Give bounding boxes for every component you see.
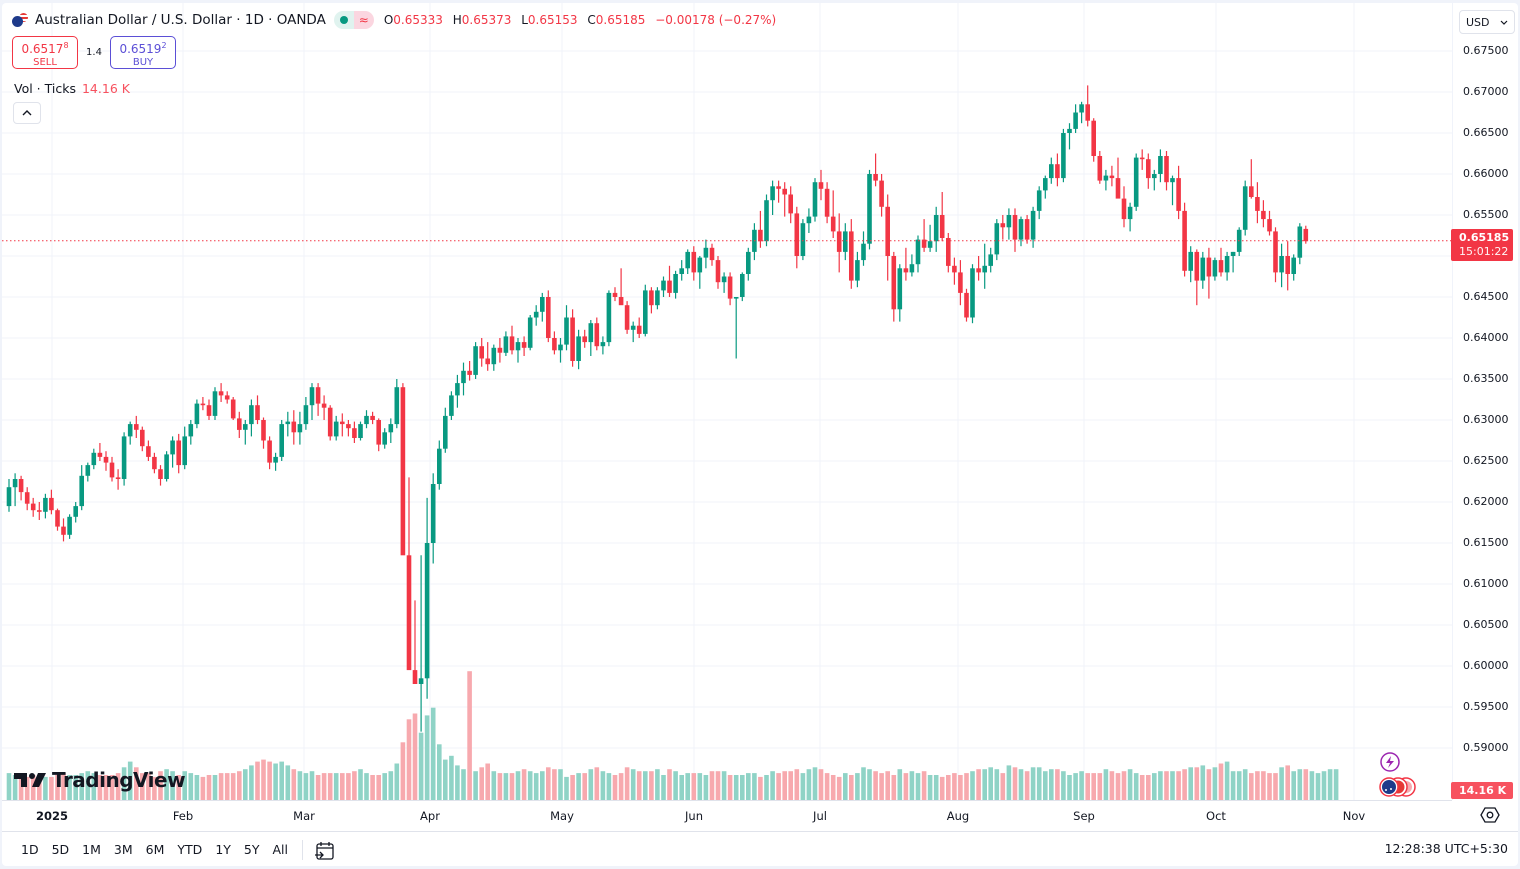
range-button-3m[interactable]: 3M bbox=[113, 842, 133, 857]
go-to-date-calendar-icon[interactable] bbox=[313, 840, 337, 862]
range-button-ytd[interactable]: YTD bbox=[177, 842, 203, 857]
price-tick: 0.60000 bbox=[1463, 659, 1509, 672]
chevron-up-icon bbox=[22, 110, 32, 116]
price-tick: 0.59500 bbox=[1463, 700, 1509, 713]
market-open-dot-icon bbox=[339, 16, 348, 24]
close-value: 0.65185 bbox=[595, 13, 646, 27]
time-label: Aug bbox=[946, 809, 970, 823]
time-label: Apr bbox=[420, 809, 440, 823]
trade-buttons: 0.65178 SELL 1.4 0.65192 BUY bbox=[12, 36, 176, 69]
low-value: 0.65153 bbox=[527, 13, 578, 27]
currency-selector[interactable]: USD bbox=[1459, 10, 1515, 34]
price-tick: 0.61000 bbox=[1463, 577, 1509, 590]
bottom-toolbar: 1D 5D 1M 3M 6M YTD 1Y 5Y All 12:28:38 UTC+5:30 bbox=[2, 831, 1518, 866]
time-axis[interactable]: 2025 Feb Mar Apr May Jun Jul Aug Sep Oct Nov bbox=[2, 800, 1452, 830]
buy-button[interactable]: 0.65192 BUY bbox=[110, 36, 176, 69]
time-label: Jun bbox=[685, 809, 703, 823]
price-tick: 0.63500 bbox=[1463, 372, 1509, 385]
volume-legend-label[interactable]: Vol · Ticks bbox=[14, 81, 76, 96]
ohlc-values: O0.65333 H0.65373 L0.65153 C0.65185 −0.0… bbox=[383, 13, 777, 27]
bar-countdown: 15:01:22 bbox=[1459, 245, 1509, 258]
range-button-5y[interactable]: 5Y bbox=[243, 842, 260, 857]
price-tick: 0.62000 bbox=[1463, 495, 1509, 508]
volume-legend-value: 14.16 K bbox=[81, 81, 130, 96]
price-tick: 0.64000 bbox=[1463, 331, 1509, 344]
event-markers bbox=[1378, 752, 1422, 806]
time-label: 2025 bbox=[35, 809, 69, 823]
range-button-1d[interactable]: 1D bbox=[21, 842, 39, 857]
market-status-pill[interactable]: ≈ bbox=[333, 11, 374, 29]
range-button-5d[interactable]: 5D bbox=[51, 842, 70, 857]
change-value: −0.00178 (−0.27%) bbox=[655, 13, 777, 27]
last-price-label: 0.65185 15:01:22 bbox=[1451, 229, 1513, 261]
volume-value-label: 14.16 K bbox=[1451, 782, 1513, 799]
sell-button[interactable]: 0.65178 SELL bbox=[12, 36, 78, 69]
time-label: Feb bbox=[172, 809, 194, 823]
au-flag-event-icon[interactable] bbox=[1379, 777, 1399, 797]
chevron-down-icon bbox=[1500, 20, 1508, 25]
chart-window: Australian Dollar / U.S. Dollar · 1D · O… bbox=[2, 3, 1518, 866]
chart-pane[interactable]: Australian Dollar / U.S. Dollar · 1D · O… bbox=[2, 3, 1452, 800]
range-button-1y[interactable]: 1Y bbox=[215, 842, 231, 857]
volume-legend: Vol · Ticks 14.16 K bbox=[14, 81, 130, 96]
symbol-legend: Australian Dollar / U.S. Dollar · 1D · O… bbox=[12, 11, 782, 29]
range-button-all[interactable]: All bbox=[272, 842, 289, 857]
price-tick: 0.64500 bbox=[1463, 290, 1509, 303]
time-label: Mar bbox=[293, 809, 315, 823]
price-axis[interactable]: USD 0.67500 0.67000 0.66500 0.66000 0.65500 0… bbox=[1451, 3, 1518, 823]
divider bbox=[302, 840, 303, 860]
spread-value: 1.4 bbox=[86, 47, 102, 58]
time-label: Oct bbox=[1206, 809, 1226, 823]
delayed-data-icon: ≈ bbox=[353, 11, 374, 29]
clock-timezone[interactable]: 12:28:38 UTC+5:30 bbox=[1384, 841, 1508, 856]
time-label: Jul bbox=[813, 809, 827, 823]
price-tick: 0.67000 bbox=[1463, 85, 1509, 98]
tradingview-logo[interactable]: TradingView bbox=[14, 768, 186, 792]
open-value: 0.65333 bbox=[393, 13, 443, 27]
price-tick: 0.62500 bbox=[1463, 454, 1509, 467]
time-label: May bbox=[550, 809, 574, 823]
price-tick: 0.66500 bbox=[1463, 126, 1509, 139]
aud-usd-flag-icon bbox=[12, 11, 30, 29]
date-range-buttons: 1D 5D 1M 3M 6M YTD 1Y 5Y All bbox=[16, 840, 337, 862]
price-tick: 0.63000 bbox=[1463, 413, 1509, 426]
price-tick: 0.59000 bbox=[1463, 741, 1509, 754]
price-tick: 0.66000 bbox=[1463, 167, 1509, 180]
dividend-flash-icon[interactable] bbox=[1380, 752, 1400, 772]
tradingview-logo-icon bbox=[14, 773, 46, 787]
price-tick: 0.67500 bbox=[1463, 44, 1509, 57]
range-button-1m[interactable]: 1M bbox=[82, 842, 101, 857]
price-tick: 0.60500 bbox=[1463, 618, 1509, 631]
price-tick: 0.61500 bbox=[1463, 536, 1509, 549]
high-value: 0.65373 bbox=[461, 13, 512, 27]
candlestick-chart[interactable] bbox=[2, 3, 1452, 800]
price-tick: 0.65500 bbox=[1463, 208, 1509, 221]
range-button-6m[interactable]: 6M bbox=[145, 842, 165, 857]
settings-gear-icon[interactable] bbox=[1479, 804, 1501, 826]
symbol-title[interactable]: Australian Dollar / U.S. Dollar · 1D · O… bbox=[35, 12, 326, 28]
collapse-legend-button[interactable] bbox=[13, 102, 41, 124]
time-label: Sep bbox=[1073, 809, 1095, 823]
time-label: Nov bbox=[1342, 809, 1366, 823]
